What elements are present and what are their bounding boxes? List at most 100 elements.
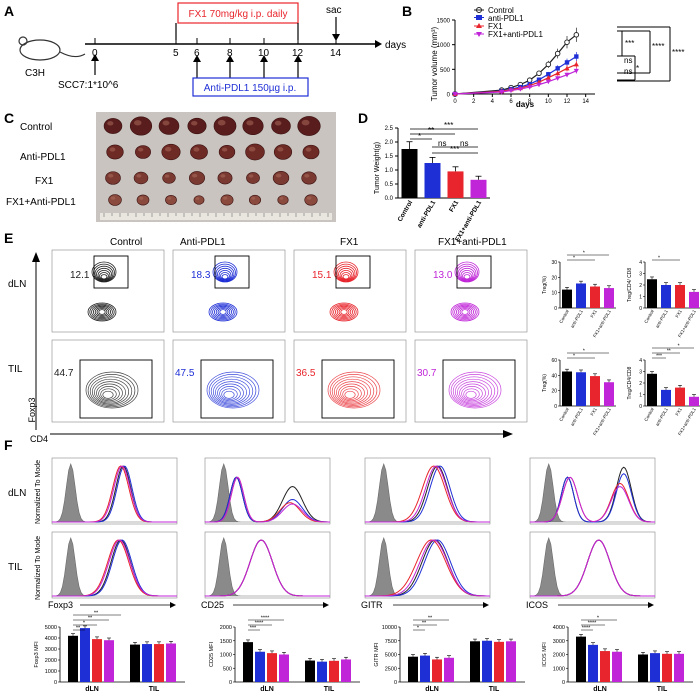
b-point	[564, 65, 570, 71]
tumor-highlight	[192, 173, 198, 178]
mfi-ytick-label: 1000	[220, 653, 232, 659]
flow-contour	[214, 263, 236, 282]
e-bar	[647, 373, 657, 406]
tumor-highlight	[306, 196, 312, 200]
b-significance: *** **** **** * ns ns	[617, 26, 684, 82]
b-xtick-label-5: 10	[545, 99, 552, 105]
flow-plot: 15.1	[293, 249, 407, 333]
sac-label: sac	[326, 5, 342, 16]
e-bar	[590, 286, 600, 308]
flow-contour	[208, 302, 238, 322]
mfi-bar	[80, 628, 90, 682]
mfi-ylabel: GITR MFI	[374, 642, 380, 667]
mfi-ytick-label: 2000	[45, 658, 57, 664]
flow-contour	[217, 308, 229, 316]
flow-contour	[340, 386, 362, 402]
e-bar-ytick-label: 40	[551, 373, 557, 379]
mfi-ytick-label: 4000	[45, 636, 57, 642]
e-bar	[576, 283, 586, 308]
e-bar-ytick-label: 10	[551, 291, 557, 297]
sac-arrow-icon	[332, 34, 340, 41]
f-ylabel-dln: Normalized To Mode	[35, 460, 42, 524]
b-ytick-label-1: 500	[440, 68, 451, 74]
f-marker-arrow-icon	[648, 602, 654, 608]
flow-contour	[463, 274, 471, 280]
tumor-highlight	[139, 196, 144, 200]
histogram-curve	[530, 476, 656, 523]
mfi-group-label: dLN	[260, 686, 274, 693]
flow-plot-grid: 12.1 18.3 15.1 13.0 44.7 47.5 36.5 30.7	[51, 249, 528, 423]
flow-plot: 30.7	[414, 339, 528, 423]
tick-day-8: 8	[227, 48, 233, 59]
flow-plot-frame	[293, 249, 407, 333]
e-row-dln: dLN	[8, 279, 26, 290]
mfi-bar	[341, 659, 351, 682]
b-sig-4: *	[636, 64, 639, 73]
d-sig-6: ***	[450, 145, 459, 154]
mfi-ytick-label: 0	[54, 680, 57, 686]
e-xaxis-arrow-icon	[503, 430, 513, 438]
flow-contour	[459, 383, 486, 403]
b-ytick-label-2: 1000	[437, 43, 451, 49]
tick-day-0: 0	[92, 48, 98, 59]
tumor-highlight	[164, 174, 170, 178]
e-bar	[604, 382, 614, 406]
e-bar-category: FX1	[589, 309, 598, 319]
flow-gate-value: 47.5	[175, 368, 195, 379]
flow-contour	[336, 265, 356, 282]
tumor-specimen	[271, 117, 291, 135]
timeline-ticks: 0 5 6 8 10 12 14	[92, 38, 342, 59]
flow-contour	[461, 386, 483, 402]
tumor-specimen	[165, 194, 177, 206]
b-point	[555, 76, 561, 81]
mfi-bar	[104, 640, 114, 682]
tumor-highlight	[134, 120, 142, 126]
tumor-specimen	[277, 195, 289, 205]
legend-fx1: FX1	[488, 22, 503, 31]
flow-contour	[217, 267, 233, 281]
e-bar-category: anti-PDL1	[570, 407, 585, 427]
e-sig-label: *	[658, 256, 660, 262]
fx1-dosing-text: FX1 70mg/kg i.p. daily	[189, 9, 288, 20]
flow-contour	[96, 267, 112, 281]
e-bar	[576, 372, 586, 406]
b-xtick-label-0: 0	[453, 99, 457, 105]
mfi-group-label: dLN	[593, 686, 607, 693]
flow-contour	[212, 378, 251, 405]
b-ylabel: Tumor volume (mm³)	[430, 26, 439, 101]
e-bar	[562, 289, 572, 308]
b-point	[517, 87, 523, 92]
flow-contour	[219, 386, 241, 402]
b-point	[555, 70, 561, 76]
tumor-highlight	[220, 174, 226, 178]
histogram-plot	[51, 531, 178, 599]
panel-label-b: B	[402, 3, 412, 19]
tumor-highlight	[277, 147, 284, 152]
e-sig-label: *	[573, 256, 575, 262]
tumor-highlight	[165, 146, 172, 152]
d-ytick-label-4: 2.0	[385, 140, 394, 146]
e-xlabel: CD4	[30, 434, 48, 444]
flow-contour	[461, 309, 469, 315]
mfi-ytick-label: 0	[562, 680, 565, 686]
f-marker-label-1: CD25	[201, 600, 224, 610]
c-row-anti-pdl1: Anti-PDL1	[20, 152, 66, 163]
tumor-specimen	[106, 144, 124, 160]
e-bar-ylabel: Treg/CD4/CD8	[627, 366, 633, 399]
mfi-sig-label: ****	[582, 626, 591, 632]
b-point	[527, 85, 533, 90]
flow-contour	[456, 263, 478, 282]
e-bar-category: Control	[643, 309, 655, 324]
b-sig-2: ****	[652, 42, 664, 51]
e-bar-category: Control	[643, 407, 655, 422]
mfi-ytick-label: 0	[394, 680, 397, 686]
flow-contour	[215, 306, 231, 317]
mfi-bar	[494, 641, 504, 682]
tumor-highlight	[195, 197, 200, 200]
b-point	[564, 60, 570, 65]
flow-contour	[93, 263, 115, 282]
e-bar-ytick-label: 1	[639, 295, 642, 301]
